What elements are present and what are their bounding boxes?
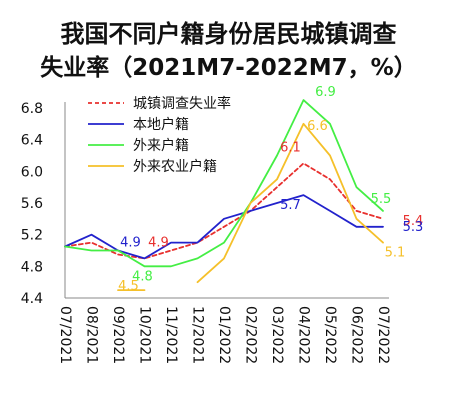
x-tick-label: 07/2021 (57, 306, 73, 364)
series-line-3-seg-1 (196, 122, 384, 284)
data-label: 6.1 (280, 140, 301, 155)
x-tick-label: 08/2021 (84, 306, 100, 364)
data-label: 5.1 (385, 246, 406, 261)
data-label: 5.4 (403, 214, 424, 229)
axes: 4.4 4.8 5.2 5.6 6.0 6.4 6.8 07/2021 08/2021 09/20… (21, 101, 391, 364)
x-tick-label: 11/2021 (163, 306, 179, 364)
data-label: 6.6 (307, 119, 328, 134)
chart-title-line1: 我国不同户籍身份居民城镇调查 (60, 20, 397, 48)
x-tick-label: 10/2021 (137, 306, 153, 364)
annotation-layer: 4.9 4.9 4.84.5 6.1 5.7 6.9 6.6 5.5 5.45.3 5.1 (118, 85, 423, 294)
x-tick-label: 05/2022 (322, 306, 338, 364)
legend-label-3: 外来农业户籍 (133, 158, 217, 175)
legend-label-1: 本地户籍 (133, 116, 189, 133)
series-layer (64, 99, 384, 291)
x-tick-label: 09/2021 (110, 306, 126, 364)
data-label: 5.7 (280, 198, 301, 213)
series-line-2-seg-0 (64, 99, 384, 268)
legend-label-0: 城镇调查失业率 (133, 95, 231, 112)
y-tick-label: 5.2 (21, 228, 43, 244)
legend-label-2: 外来户籍 (133, 137, 189, 154)
data-label: 4.5 (118, 279, 139, 294)
data-label: 4.9 (120, 235, 141, 250)
data-label: 4.9 (148, 235, 169, 250)
x-tick-label: 06/2022 (349, 306, 365, 364)
chart-title-line2: 失业率（2021M7-2022M7，%） (40, 55, 417, 81)
x-tick-label: 07/2022 (375, 306, 391, 364)
data-label: 4.8 (132, 269, 153, 284)
y-tick-label: 5.6 (21, 196, 43, 212)
data-label: 5.3 (403, 220, 424, 235)
data-label: 5.5 (371, 192, 392, 207)
y-tick-label: 6.4 (21, 133, 43, 149)
x-tick-label: 03/2022 (269, 306, 285, 364)
series-line-0-seg-0 (64, 162, 384, 260)
x-tick-label: 12/2021 (190, 306, 206, 364)
y-tick-label: 4.4 (21, 291, 43, 307)
x-tick-label: 04/2022 (296, 306, 312, 364)
y-tick-label: 6.0 (21, 164, 43, 180)
y-tick-label: 4.8 (21, 259, 43, 275)
y-tick-label: 6.8 (21, 101, 43, 117)
x-tick-label: 02/2022 (243, 306, 259, 364)
data-label: 6.9 (315, 85, 336, 100)
x-tick-label: 01/2022 (216, 306, 232, 364)
